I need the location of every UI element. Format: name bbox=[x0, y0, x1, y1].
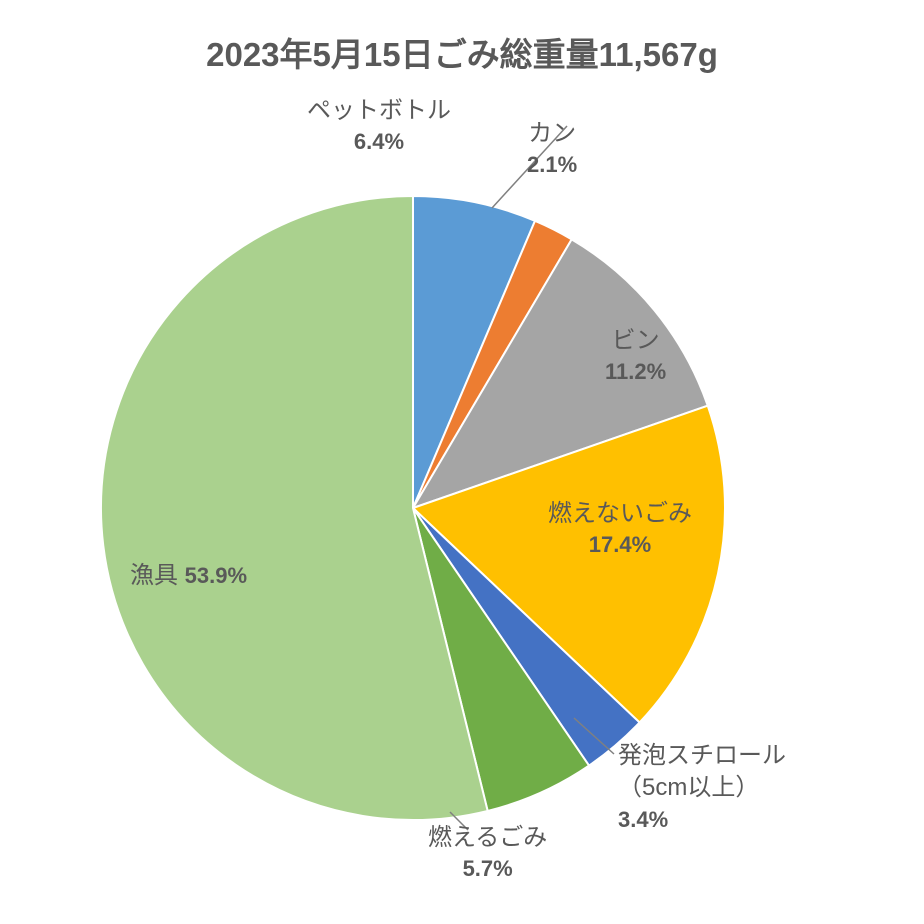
slice-label: ビン11.2% bbox=[605, 325, 666, 387]
chart-title: 2023年5月15日ごみ総重量11,567g bbox=[0, 28, 924, 76]
slice-label: ペットボトル6.4% bbox=[307, 95, 451, 157]
slice-label: 燃えるごみ5.7% bbox=[428, 822, 547, 884]
chart-page: { "chart": { "type": "pie", "title": "20… bbox=[0, 0, 924, 924]
slice-label: 漁具 53.9% bbox=[130, 560, 247, 592]
slice-label: 燃えないごみ17.4% bbox=[548, 498, 692, 560]
slice-label: カン2.1% bbox=[527, 118, 577, 180]
slice-label: 発泡スチロール（5cm以上）3.4% bbox=[618, 740, 786, 834]
